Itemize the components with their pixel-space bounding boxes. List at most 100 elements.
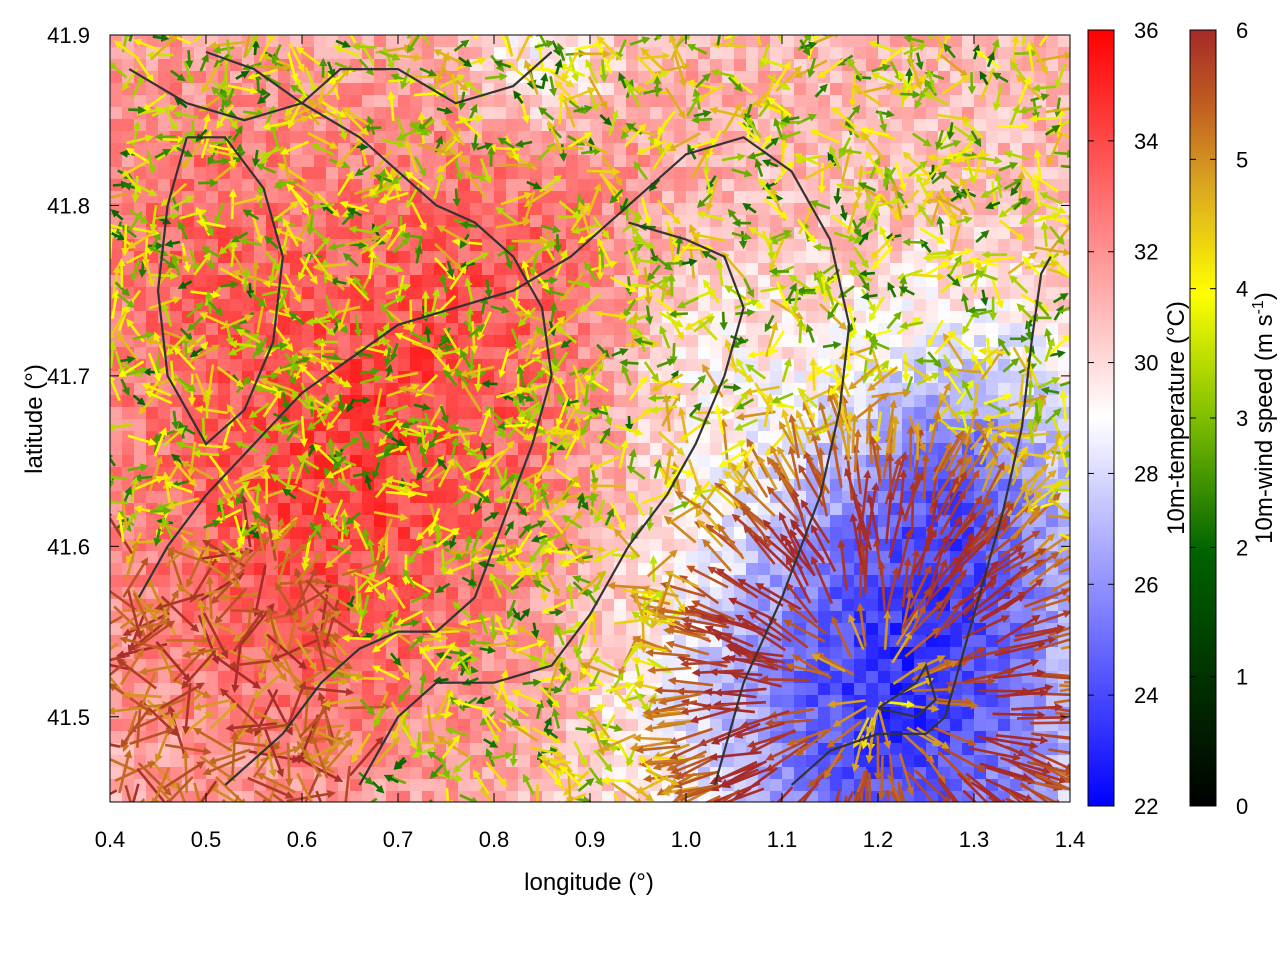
heatmap-cell	[278, 191, 291, 204]
heatmap-cell	[878, 611, 891, 624]
heatmap-cell	[818, 707, 831, 720]
heatmap-cell	[386, 35, 399, 48]
heatmap-cell	[674, 335, 687, 348]
heatmap-cell	[686, 335, 699, 348]
heatmap-cell	[290, 335, 303, 348]
heatmap-cell	[386, 251, 399, 264]
heatmap-cell	[806, 179, 819, 192]
heatmap-cell	[302, 707, 315, 720]
heatmap-cell	[242, 431, 255, 444]
heatmap-cell	[986, 371, 999, 384]
heatmap-cell	[794, 95, 807, 108]
heatmap-cell	[506, 107, 519, 120]
heatmap-cell	[506, 635, 519, 648]
heatmap-cell	[830, 647, 843, 660]
heatmap-cell	[110, 599, 123, 612]
heatmap-cell	[698, 71, 711, 84]
heatmap-cell	[938, 227, 951, 240]
heatmap-cell	[770, 371, 783, 384]
heatmap-cell	[194, 359, 207, 372]
heatmap-cell	[710, 311, 723, 324]
heatmap-cell	[110, 707, 123, 720]
heatmap-cell	[686, 203, 699, 216]
heatmap-cell	[998, 59, 1011, 72]
heatmap-cell	[638, 563, 651, 576]
heatmap-cell	[110, 95, 123, 108]
heatmap-cell	[602, 299, 615, 312]
heatmap-cell	[158, 683, 171, 696]
heatmap-cell	[542, 623, 555, 636]
heatmap-cell	[386, 599, 399, 612]
heatmap-cell	[842, 755, 855, 768]
heatmap-cell	[170, 323, 183, 336]
heatmap-cell	[794, 239, 807, 252]
heatmap-cell	[950, 311, 963, 324]
heatmap-cell	[806, 683, 819, 696]
heatmap-cell	[350, 407, 363, 420]
heatmap-cell	[206, 575, 219, 588]
heatmap-cell	[986, 719, 999, 732]
heatmap-cell	[986, 107, 999, 120]
heatmap-cell	[962, 107, 975, 120]
heatmap-cell	[590, 419, 603, 432]
heatmap-cell	[794, 251, 807, 264]
heatmap-cell	[638, 539, 651, 552]
heatmap-cell	[686, 551, 699, 564]
heatmap-cell	[290, 323, 303, 336]
heatmap-cell	[314, 455, 327, 468]
heatmap-cell	[206, 191, 219, 204]
heatmap-cell	[470, 203, 483, 216]
heatmap-cell	[122, 191, 135, 204]
heatmap-cell	[350, 731, 363, 744]
heatmap-cell	[674, 203, 687, 216]
heatmap-cell	[650, 719, 663, 732]
heatmap-cell	[182, 431, 195, 444]
heatmap-cell	[278, 455, 291, 468]
heatmap-cell	[242, 95, 255, 108]
heatmap-cell	[422, 155, 435, 168]
heatmap-cell	[1010, 611, 1023, 624]
heatmap-cell	[794, 143, 807, 156]
heatmap-cell	[614, 623, 627, 636]
heatmap-cell	[926, 455, 939, 468]
heatmap-cell	[206, 683, 219, 696]
heatmap-cell	[914, 251, 927, 264]
heatmap-cell	[1010, 287, 1023, 300]
heatmap-cell	[938, 431, 951, 444]
heatmap-cell	[350, 719, 363, 732]
heatmap-cell	[158, 179, 171, 192]
heatmap-cell	[554, 455, 567, 468]
heatmap-cell	[602, 335, 615, 348]
heatmap-cell	[542, 155, 555, 168]
heatmap-cell	[266, 563, 279, 576]
heatmap-cell	[830, 47, 843, 60]
heatmap-cell	[962, 95, 975, 108]
heatmap-cell	[302, 323, 315, 336]
heatmap-cell	[194, 191, 207, 204]
heatmap-cell	[602, 323, 615, 336]
heatmap-cell	[170, 647, 183, 660]
heatmap-cell	[458, 635, 471, 648]
heatmap-cell	[182, 119, 195, 132]
heatmap-cell	[122, 71, 135, 84]
heatmap-cell	[458, 779, 471, 792]
heatmap-cell	[170, 791, 183, 802]
heatmap-cell	[362, 515, 375, 528]
heatmap-cell	[866, 563, 879, 576]
heatmap-cell	[134, 455, 147, 468]
heatmap-cell	[890, 611, 903, 624]
heatmap-cell	[374, 95, 387, 108]
heatmap-cell	[926, 311, 939, 324]
heatmap-cell	[878, 215, 891, 228]
heatmap-cell	[494, 647, 507, 660]
heatmap-cell	[902, 143, 915, 156]
heatmap-cell	[482, 131, 495, 144]
heatmap-cell	[578, 167, 591, 180]
heatmap-cell	[806, 347, 819, 360]
heatmap-cell	[614, 395, 627, 408]
heatmap-cell	[446, 479, 459, 492]
heatmap-cell	[638, 107, 651, 120]
heatmap-cell	[638, 443, 651, 456]
heatmap-cell	[902, 395, 915, 408]
heatmap-cell	[734, 755, 747, 768]
